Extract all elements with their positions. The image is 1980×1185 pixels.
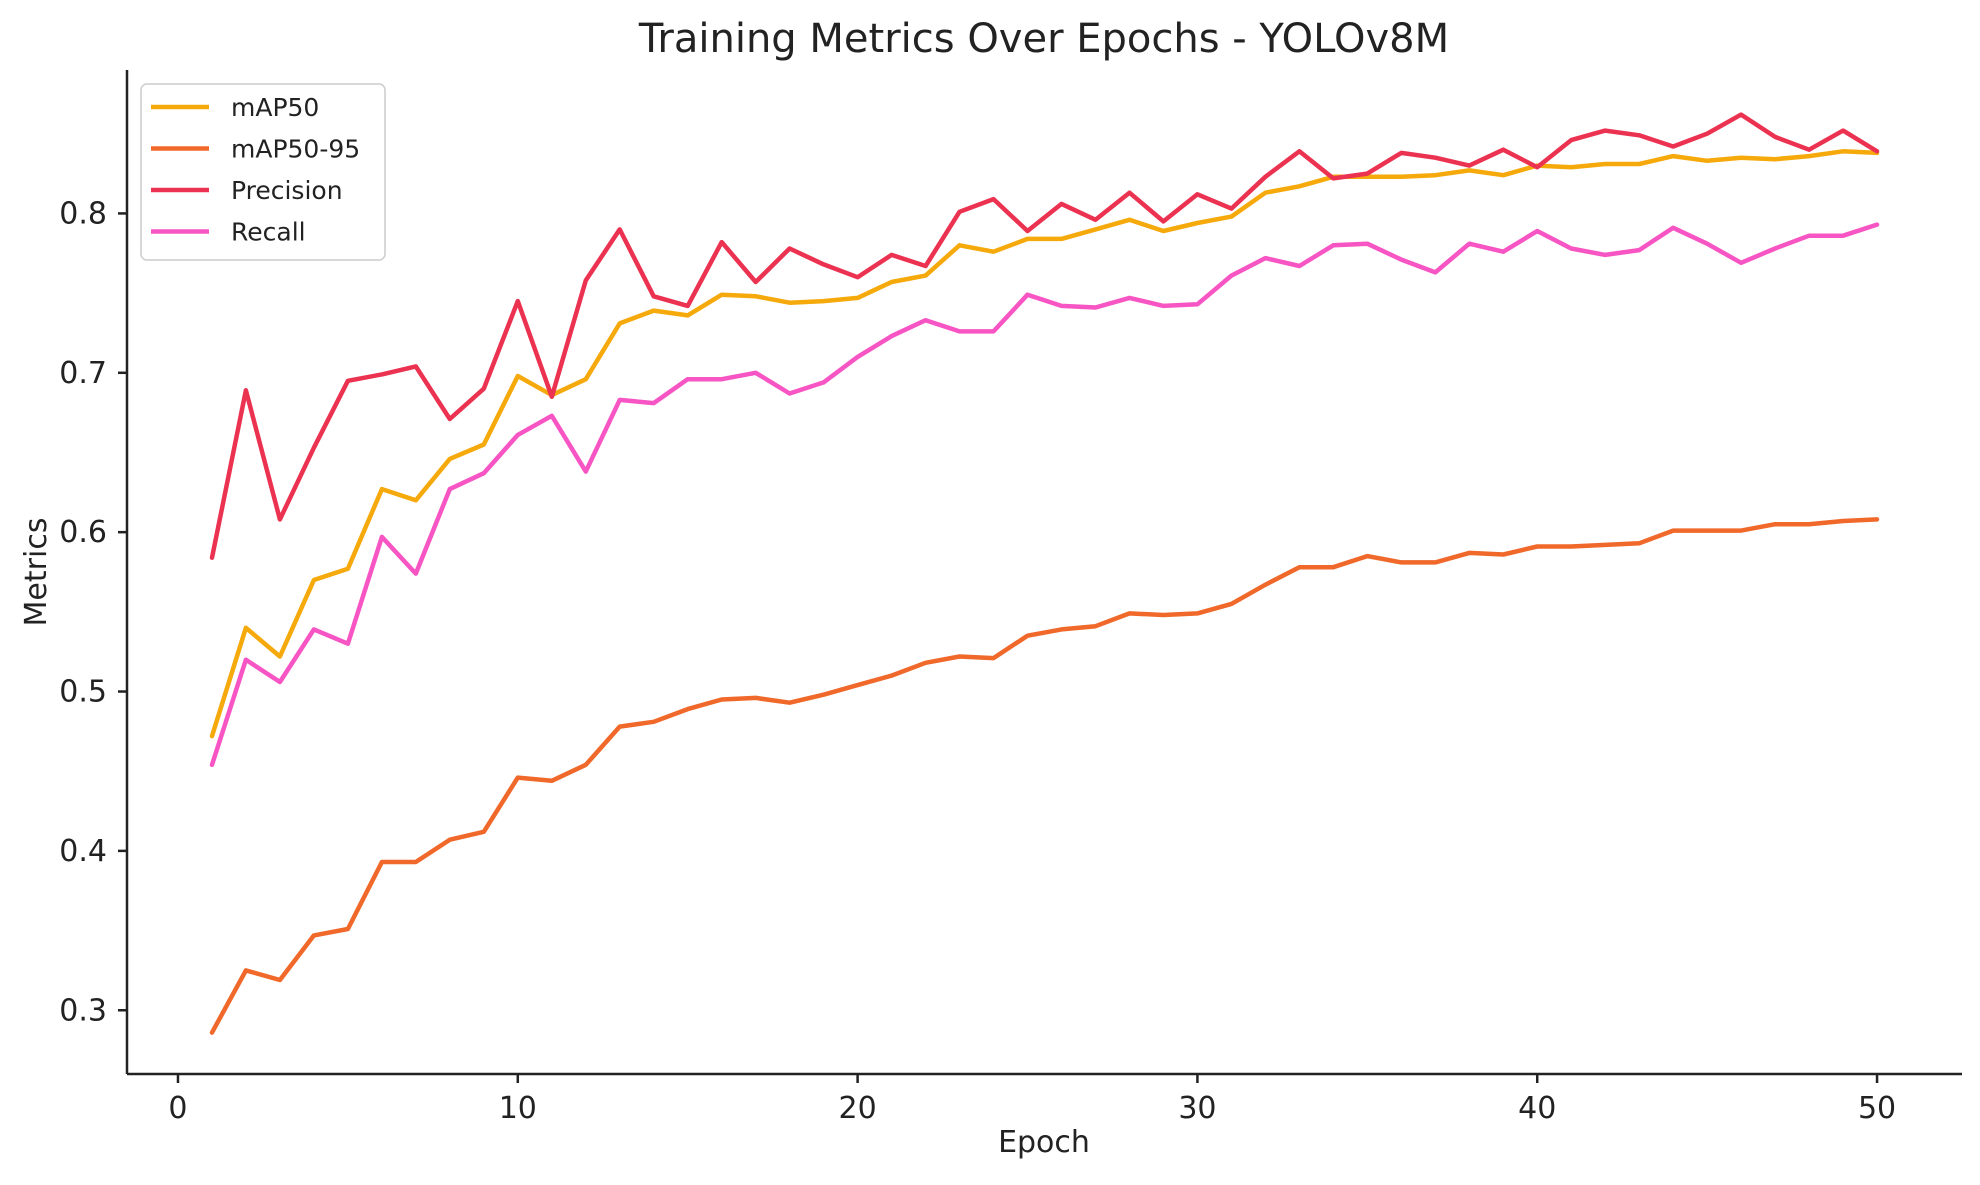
legend-label: Recall [231, 218, 306, 247]
series-line-recall [209, 222, 1880, 768]
x-ticks: 0 10 20 30 40 50 [168, 1074, 1896, 1126]
series-line-map50 [209, 149, 1880, 739]
axes [125, 70, 1962, 1076]
legend-box [140, 83, 386, 261]
series-line-map50-95 [209, 517, 1880, 1035]
x-axis-label: Epoch [998, 1125, 1090, 1160]
x-tick-label: 20 [839, 1091, 877, 1126]
x-tick-label: 50 [1858, 1091, 1896, 1126]
y-ticks: 0.3 0.4 0.5 0.6 0.7 0.8 [59, 196, 127, 1028]
series-line-precision [209, 112, 1880, 560]
y-tick-label: 0.8 [59, 196, 107, 231]
x-tick-label: 10 [499, 1091, 537, 1126]
legend-label: mAP50-95 [231, 135, 360, 164]
y-axis-label: Metrics [19, 518, 54, 627]
x-tick-label: 40 [1518, 1091, 1556, 1126]
x-tick-label: 30 [1178, 1091, 1216, 1126]
y-tick-label: 0.4 [59, 834, 107, 869]
legend-label: Precision [231, 176, 343, 205]
y-tick-label: 0.6 [59, 515, 107, 550]
plot-series-group [209, 112, 1880, 1035]
x-tick-label: 0 [168, 1091, 187, 1126]
y-tick-label: 0.5 [59, 675, 107, 710]
y-tick-label: 0.7 [59, 356, 107, 391]
legend: mAP50 mAP50-95 Precision Recall [140, 83, 386, 261]
legend-label: mAP50 [231, 93, 319, 122]
chart-title: Training Metrics Over Epochs - YOLOv8M [638, 16, 1449, 62]
y-tick-label: 0.3 [59, 993, 107, 1028]
